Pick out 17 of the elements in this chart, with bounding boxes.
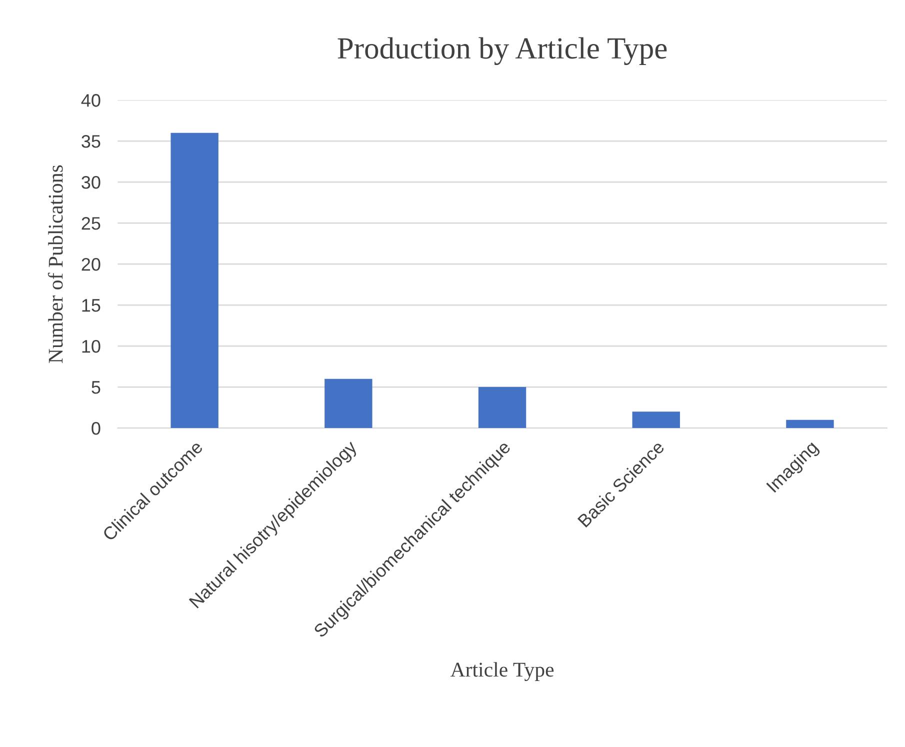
bar bbox=[478, 387, 526, 428]
chart-title: Production by Article Type bbox=[338, 37, 667, 66]
x-axis-title: Article Type bbox=[450, 662, 554, 682]
bar bbox=[170, 132, 218, 428]
bar bbox=[324, 378, 372, 428]
y-tick-label: 30 bbox=[82, 176, 100, 189]
y-tick-label: 5 bbox=[92, 381, 100, 394]
y-tick-label: 25 bbox=[82, 217, 100, 230]
y-tick-label: 15 bbox=[82, 299, 100, 312]
y-axis-title: Number of Publications bbox=[48, 165, 63, 363]
y-tick-label: 40 bbox=[81, 94, 100, 107]
y-tick-label: 35 bbox=[82, 135, 100, 148]
bar bbox=[632, 412, 680, 428]
bar bbox=[786, 420, 834, 428]
y-tick-label: 0 bbox=[92, 422, 100, 435]
y-tick-label: 20 bbox=[82, 258, 100, 271]
y-tick-label: 10 bbox=[82, 340, 100, 353]
